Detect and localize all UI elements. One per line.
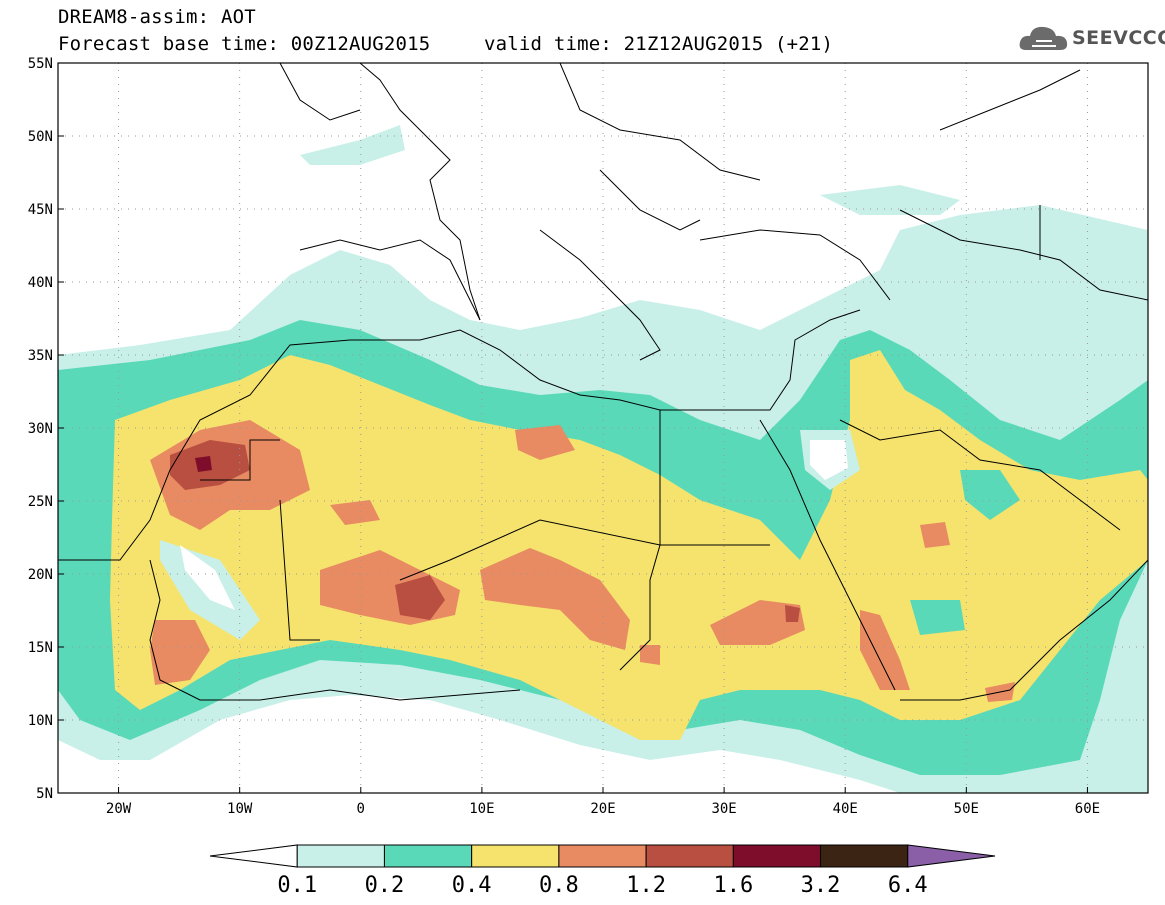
colorbar-swatch [645,844,734,868]
colorbar-label: 0.4 [452,873,492,898]
colorbar-swatch [209,844,298,868]
lat-label: 55N [28,56,53,72]
lat-label: 10N [28,713,53,729]
lon-label: 60E [1075,801,1100,817]
lat-label: 5N [36,786,53,802]
lon-label: 50E [954,801,979,817]
cloud-icon [1019,26,1068,50]
latitude-labels: 55N 50N 45N 40N 35N 30N 25N 20N 15N 10N 5N [28,56,64,802]
lon-label: 0 [357,801,365,817]
lat-label: 15N [28,640,53,656]
colorbar-swatch [471,844,560,868]
lat-label: 40N [28,275,53,291]
lat-label: 30N [28,421,53,437]
colorbar-label: 1.2 [626,873,666,898]
colorbar-labels: 0.1 0.2 0.4 0.8 1.2 1.6 3.2 6.4 [277,873,927,898]
seevccc-logo: SEEVCCC [1018,22,1165,56]
colorbar-swatch [907,844,996,868]
lon-label: 40E [833,801,858,817]
colorbar-label: 0.8 [539,873,579,898]
colorbar-swatch [732,844,822,868]
colorbar [209,844,996,868]
colorbar-label: 0.2 [365,873,405,898]
lat-label: 25N [28,494,53,510]
chart-title: DREAM8-assim: AOT [58,6,256,28]
lon-label: 20W [106,801,132,817]
lat-label: 45N [28,202,53,218]
lat-label: 50N [28,129,53,145]
colorbar-label: 1.6 [713,873,753,898]
coastlines [58,63,1148,701]
logo-text: SEEVCCC [1072,27,1165,49]
lat-label: 35N [28,348,53,364]
colorbar-swatch [820,844,909,868]
graticule [58,63,1148,793]
lat-label: 20N [28,567,53,583]
colorbar-label: 0.1 [277,873,317,898]
colorbar-swatch [383,844,473,868]
forecast-base-time: Forecast base time: 00Z12AUG2015 [58,33,431,55]
colorbar-label: 6.4 [888,873,928,898]
colorbar-label: 3.2 [801,873,841,898]
lon-label: 20E [590,801,615,817]
colorbar-swatch [558,844,647,868]
colorbar-swatch [296,844,385,868]
valid-time: valid time: 21Z12AUG2015 (+21) [484,33,834,55]
longitude-labels: 20W 10W 0 10E 20E 30E 40E 50E 60E [106,787,1100,817]
lon-label: 30E [711,801,736,817]
lon-label: 10E [469,801,494,817]
lon-label: 10W [227,801,253,817]
